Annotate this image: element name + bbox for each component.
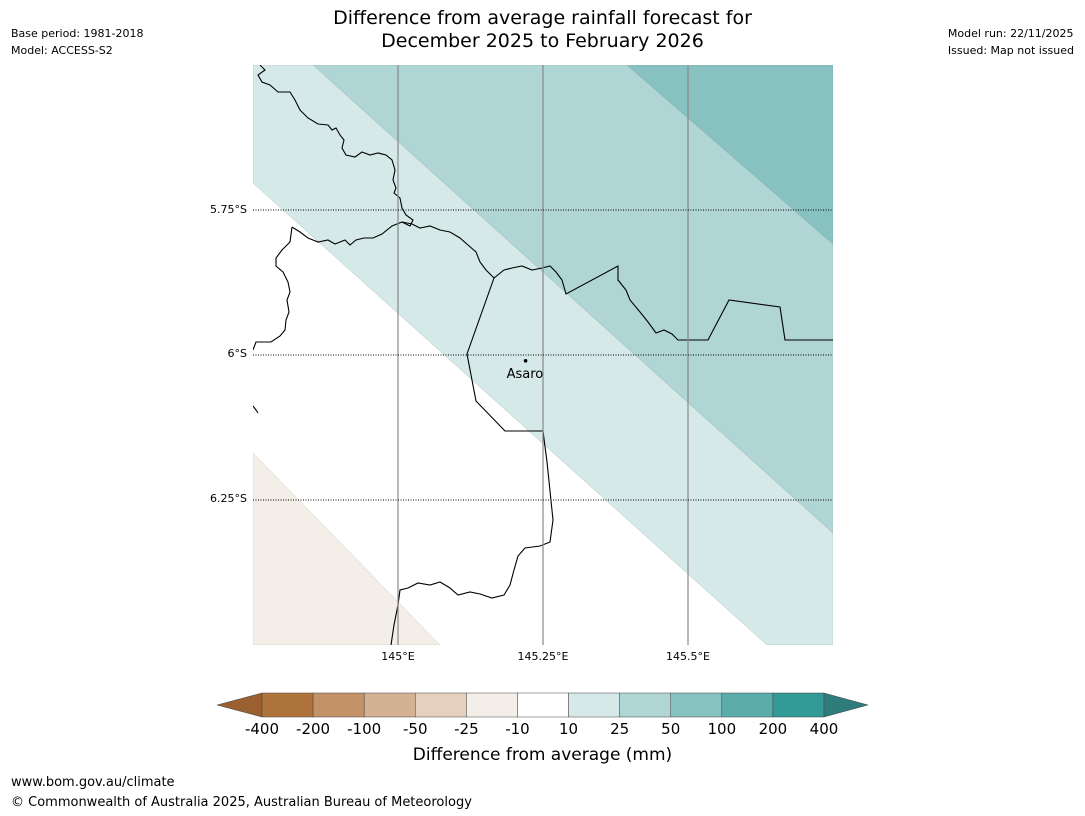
colorbar-bin: [670, 692, 723, 718]
band-25-to-50: [312, 65, 833, 534]
colorbar: [216, 692, 869, 718]
lon-label-145: 145°E: [381, 650, 415, 663]
metadata-left: Base period: 1981-2018 Model: ACCESS-S2: [11, 25, 143, 59]
colorbar-bin: [517, 692, 569, 718]
colorbar-tick-label: -200: [296, 720, 331, 738]
colorbar-bin: [261, 692, 314, 718]
asaro-marker: [523, 359, 528, 363]
colorbar-tick-label: -50: [403, 720, 428, 738]
footer-copyright: © Commonwealth of Australia 2025, Austra…: [11, 795, 472, 810]
province-border-south: [390, 277, 554, 645]
colorbar-tick-label: -400: [244, 720, 280, 738]
base-period: Base period: 1981-2018: [11, 27, 144, 40]
colorbar-bin: [568, 692, 620, 718]
lon-label-145-5: 145.5°E: [666, 650, 710, 663]
colorbar-tick-label: -10: [505, 720, 530, 738]
graticule: [253, 65, 833, 645]
footer-url[interactable]: www.bom.gov.au/climate: [11, 775, 175, 790]
colorbar-bin: [415, 692, 467, 718]
lat-label-5-75: 5.75°S: [210, 203, 247, 216]
colorbar-extend-high: [823, 692, 869, 718]
colorbar-bin: [772, 692, 825, 718]
lon-label-145-25: 145.25°E: [517, 650, 569, 663]
colorbar-bin: [312, 692, 365, 718]
model-name: Model: ACCESS-S2: [11, 44, 113, 57]
map-title: Difference from average rainfall forecas…: [0, 7, 1085, 53]
colorbar-bins: [261, 692, 825, 718]
title-line-2: December 2025 to February 2026: [381, 30, 704, 52]
colorbar-tick-label: 100: [707, 720, 737, 738]
province-border-west: [253, 226, 293, 351]
lat-label-6-25: 6.25°S: [210, 492, 247, 505]
colorbar-tick-label: -100: [347, 720, 382, 738]
colorbar-tick-label: 10: [558, 720, 579, 738]
colorbar-tick-label: 50: [661, 720, 681, 738]
model-run: Model run: 22/11/2025: [947, 27, 1074, 40]
border-fragment: [253, 405, 259, 414]
colorbar-title: Difference from average (mm): [412, 745, 673, 765]
colorbar-tick-label: -25: [454, 720, 479, 738]
metadata-right: Model run: 22/11/2025 Issued: Map not is…: [948, 25, 1074, 59]
colorbar-tick-label: 400: [809, 720, 839, 738]
issued-status: Issued: Map not issued: [947, 44, 1074, 57]
province-border-central: [401, 221, 833, 341]
band-50-to-100: [626, 65, 833, 245]
band-minus25-to-minus10: [253, 452, 441, 645]
colorbar-bin: [363, 692, 416, 718]
place-label-asaro: Asaro: [506, 366, 544, 382]
map-area: [253, 65, 833, 645]
title-line-1: Difference from average rainfall forecas…: [333, 7, 752, 29]
colorbar-tick-label: 25: [610, 720, 630, 738]
province-border-north: [257, 65, 414, 246]
lat-label-6: 6°S: [227, 347, 247, 360]
colorbar-bin: [466, 692, 518, 718]
colorbar-tick-label: 200: [758, 720, 788, 738]
colorbar-extend-low: [216, 692, 263, 718]
colorbar-bin: [619, 692, 671, 718]
colorbar-bin: [721, 692, 774, 718]
